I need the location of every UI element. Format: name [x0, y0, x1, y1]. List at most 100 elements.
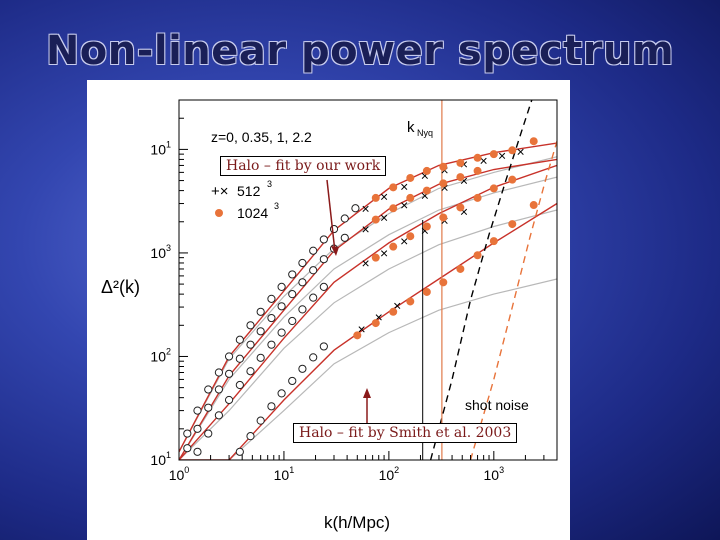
- open-circle-3-7: [309, 353, 318, 362]
- open-circle-2-11: [309, 293, 318, 302]
- legend-1024-exp: 3: [274, 201, 279, 211]
- filled-1024-3-5: [439, 278, 448, 287]
- chart-svg: ×××××××××××××××××××××××× 100101102103101…: [101, 99, 558, 532]
- open-circle-0-7: [256, 307, 265, 316]
- shot-noise-label: shot noise: [465, 397, 529, 413]
- open-circle-1-0: [183, 444, 192, 453]
- open-circle-3-8: [319, 342, 328, 351]
- halofit-line-2: [179, 164, 557, 460]
- open-circle-3-1: [246, 432, 255, 441]
- open-circle-3-4: [277, 389, 286, 398]
- open-circle-1-2: [204, 403, 213, 412]
- filled-1024-3-1: [371, 319, 380, 328]
- halofit-line-1: [179, 158, 557, 460]
- filled-1024-3-7: [473, 251, 482, 260]
- open-circle-3-5: [288, 376, 297, 386]
- cross-512-0-7: ×: [498, 148, 506, 164]
- legend-512-exp: 3: [267, 179, 272, 189]
- cross-512-0-8: ×: [517, 144, 525, 160]
- cross-512-1-1: ×: [380, 209, 388, 225]
- filled-1024-2-0: [371, 253, 380, 262]
- legend-1024-label: 1024: [237, 205, 268, 221]
- filled-1024-2-3: [422, 222, 431, 231]
- filled-1024-2-5: [456, 203, 465, 212]
- halofit-line-3: [179, 202, 557, 460]
- open-circle-1-13: [319, 255, 328, 264]
- filled-1024-1-6: [473, 166, 482, 175]
- cross-512-0-3: ×: [421, 167, 429, 183]
- cross-512-2-3: ×: [421, 222, 429, 238]
- open-circle-2-6: [256, 353, 265, 362]
- open-circle-1-8: [267, 313, 276, 323]
- cross-512-3-0: ×: [358, 321, 366, 337]
- open-circle-2-7: [267, 340, 276, 349]
- x-tick-label-1: 101: [274, 465, 295, 483]
- y-axis-label: Δ²(k): [101, 277, 140, 297]
- open-circle-1-4: [224, 369, 234, 378]
- open-circle-0-9: [277, 282, 286, 291]
- open-circle-0-3: [214, 368, 223, 377]
- filled-1024-1-1: [389, 204, 398, 213]
- linear-theory-line-2: [179, 209, 557, 460]
- annotation-smith-2003: Halo – fit by Smith et al. 2003: [293, 423, 518, 443]
- cross-512-2-2: ×: [400, 233, 408, 249]
- annotation-arrowhead-bottom: [363, 388, 371, 398]
- open-circle-0-5: [235, 335, 244, 344]
- filled-1024-3-8: [489, 237, 498, 246]
- legend-filled-dot: [215, 209, 223, 217]
- open-circle-0-1: [193, 406, 202, 415]
- linear-theory-line-1: [179, 176, 557, 460]
- open-circle-0-11: [298, 258, 307, 268]
- plot-frame: [178, 99, 558, 461]
- filled-1024-3-2: [389, 307, 398, 316]
- open-circle-0-15: [340, 214, 349, 223]
- filled-1024-1-2: [406, 193, 415, 202]
- x-tick-label-3: 103: [484, 465, 505, 483]
- open-circle-0-12: [309, 246, 318, 255]
- y-tick-label-0: 101: [150, 450, 171, 468]
- filled-1024-3-9: [508, 220, 517, 229]
- open-circle-1-12: [309, 266, 318, 275]
- knyq-subscript: Nyq: [417, 128, 433, 138]
- y-tick-label-1: 102: [150, 346, 171, 364]
- cross-512-0-1: ×: [380, 189, 388, 205]
- filled-1024-2-6: [473, 193, 482, 202]
- legend-512-label: 512: [237, 183, 261, 199]
- filled-1024-0-6: [473, 153, 482, 162]
- open-circle-3-2: [256, 416, 265, 425]
- cross-512-0-6: ×: [480, 153, 488, 169]
- filled-1024-0-1: [389, 183, 398, 192]
- open-circle-1-11: [298, 278, 307, 287]
- filled-1024-2-1: [389, 242, 398, 251]
- annotation-arrow-top: [326, 179, 336, 253]
- filled-1024-3-10: [529, 201, 538, 210]
- x-axis-label: k(h/Mpc): [324, 513, 390, 532]
- filled-1024-3-4: [422, 287, 431, 296]
- cross-512-3-2: ×: [393, 298, 401, 314]
- filled-1024-0-0: [371, 193, 380, 202]
- cross-512-2-1: ×: [380, 245, 388, 261]
- open-circle-0-6: [246, 321, 255, 330]
- cross-512-2-0: ×: [362, 255, 370, 271]
- filled-1024-0-4: [439, 162, 448, 171]
- legend-redshifts: z=0, 0.35, 1, 2.2: [211, 129, 312, 145]
- filled-1024-0-8: [508, 146, 517, 155]
- filled-1024-1-0: [371, 215, 380, 224]
- open-circle-1-1: [193, 424, 202, 433]
- open-circle-0-2: [204, 385, 213, 394]
- open-circle-2-4: [235, 380, 244, 390]
- open-circle-1-15: [340, 233, 349, 242]
- y-tick-label-3: 101: [150, 139, 171, 157]
- open-circle-0-0: [183, 429, 192, 438]
- legend-cross-symbol: +×: [211, 183, 229, 200]
- filled-1024-2-4: [439, 213, 448, 222]
- filled-1024-0-2: [406, 173, 415, 182]
- knyq-label: k: [407, 119, 415, 136]
- annotation-arrowhead-top: [331, 246, 339, 256]
- cross-512-3-1: ×: [375, 309, 383, 325]
- x-tick-label-0: 100: [169, 465, 190, 483]
- open-circle-0-10: [288, 270, 297, 279]
- filled-1024-2-2: [406, 232, 415, 241]
- filled-1024-2-8: [508, 175, 517, 184]
- open-circle-1-5: [235, 354, 244, 363]
